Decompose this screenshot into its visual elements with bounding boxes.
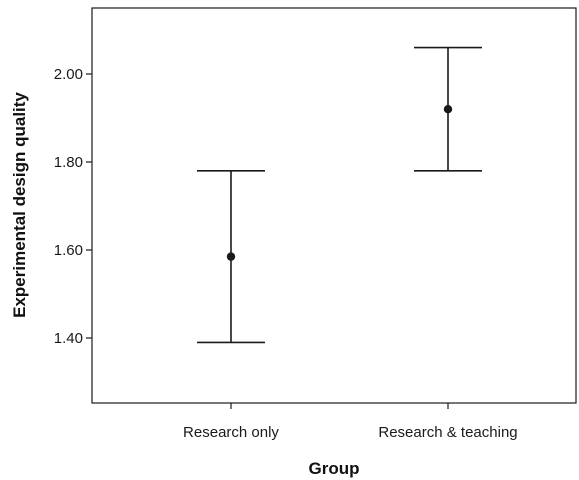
mean-point (443, 105, 453, 114)
x-tick-label: Research & teaching (378, 424, 517, 441)
y-tick-label: 2.00 (54, 66, 83, 83)
x-tick-label: Research only (183, 424, 279, 441)
y-axis: 1.40 1.60 1.80 2.00 (54, 66, 92, 347)
y-tick-label: 1.60 (54, 242, 83, 259)
y-axis-title: Experimental design quality (10, 92, 29, 318)
x-axis: Research only Research & teaching (183, 403, 518, 441)
x-axis-title: Group (309, 459, 360, 478)
plot-frame (91, 7, 577, 404)
y-tick-label: 1.80 (54, 154, 83, 171)
error-bars (197, 46, 482, 344)
mean-point (226, 252, 236, 261)
y-tick-label: 1.40 (54, 330, 83, 347)
